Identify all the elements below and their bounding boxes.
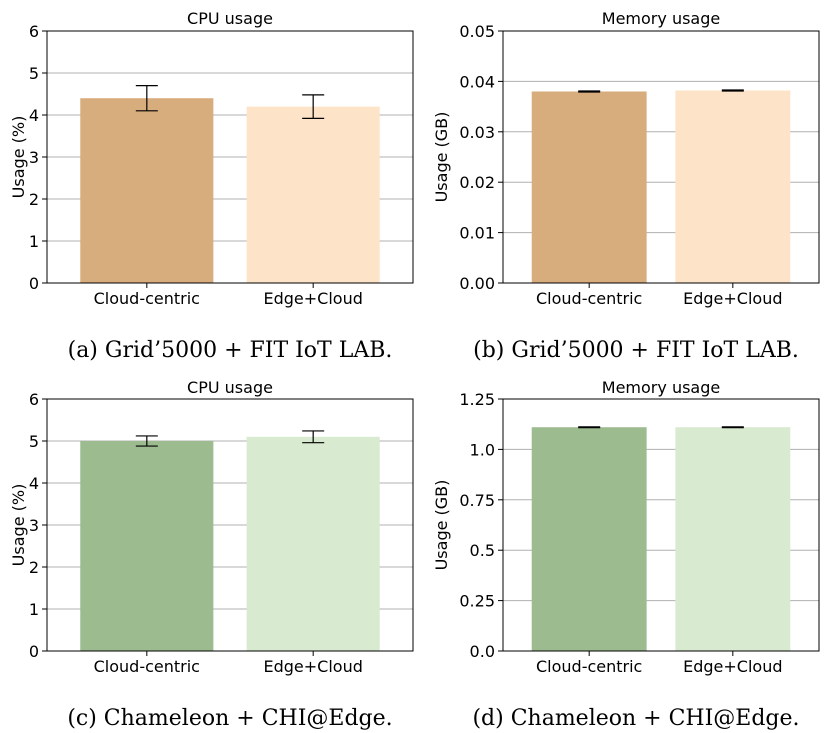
y-tick-label: 4 [29, 106, 39, 125]
subfigure-caption: (a) Grid’5000 + FIT IoT LAB. [68, 338, 393, 363]
y-tick-label: 0.25 [459, 592, 495, 611]
x-tick-label: Edge+Cloud [683, 289, 782, 308]
bar-cloud-centric [80, 98, 214, 283]
x-tick-label: Edge+Cloud [683, 657, 782, 676]
y-tick-label: 1.0 [470, 440, 495, 459]
bar-edge-cloud [675, 427, 791, 651]
y-tick-label: 0.0 [470, 642, 495, 661]
chart-title: Memory usage [602, 378, 720, 397]
y-tick-label: 2 [29, 558, 39, 577]
x-tick-label: Edge+Cloud [263, 657, 362, 676]
x-tick-label: Edge+Cloud [263, 289, 362, 308]
y-axis-label: Usage (%) [9, 484, 28, 567]
x-tick-label: Cloud-centric [94, 657, 200, 676]
bar-edge-cloud [675, 90, 791, 283]
subfigure-caption: (b) Grid’5000 + FIT IoT LAB. [473, 338, 799, 363]
bar-edge-cloud [246, 106, 380, 283]
bar-cloud-centric [531, 91, 647, 283]
y-tick-label: 1 [29, 600, 39, 619]
y-tick-label: 4 [29, 474, 39, 493]
chart-title: CPU usage [187, 378, 273, 397]
chart-panel-3: Cloud-centric Edge+Cloud 0 1 2 3 4 5 6 CPU usage U… [9, 378, 414, 731]
y-tick-label: 0 [29, 642, 39, 661]
bar-edge-cloud [246, 436, 380, 651]
y-tick-label: 0.5 [470, 541, 495, 560]
chart-title: CPU usage [187, 9, 273, 28]
y-tick-label: 0.04 [459, 72, 495, 91]
plot-frame [46, 398, 414, 652]
y-tick-label: 1.25 [459, 390, 495, 409]
y-tick-label: 3 [29, 516, 39, 535]
chart-title: Memory usage [602, 9, 720, 28]
y-tick-label: 6 [29, 22, 39, 41]
subfigure-caption: (d) Chameleon + CHI@Edge. [472, 706, 799, 731]
y-tick-label: 0.03 [459, 123, 495, 142]
y-tick-label: 0.01 [459, 224, 495, 243]
plot-frame [502, 398, 820, 652]
chart-panel-2: Cloud-centric Edge+Cloud 0.00 0.01 0.02 0.03 0… [432, 9, 820, 363]
y-tick-label: 6 [29, 390, 39, 409]
y-tick-label: 1 [29, 232, 39, 251]
chart-panel-1: Cloud-centric Edge+Cloud 0 1 2 3 4 5 6 CPU usage U… [9, 9, 414, 363]
y-tick-label: 0.75 [459, 491, 495, 510]
y-tick-label: 5 [29, 432, 39, 451]
x-tick-label: Cloud-centric [536, 289, 642, 308]
y-axis-label: Usage (GB) [432, 480, 451, 571]
plot-frame [502, 30, 820, 284]
x-tick-label: Cloud-centric [536, 657, 642, 676]
x-tick-label: Cloud-centric [94, 289, 200, 308]
y-tick-label: 2 [29, 190, 39, 209]
y-axis-label: Usage (%) [9, 116, 28, 199]
y-tick-label: 5 [29, 64, 39, 83]
subfigure-caption: (c) Chameleon + CHI@Edge. [67, 706, 392, 731]
y-axis-label: Usage (GB) [432, 112, 451, 203]
y-tick-label: 0.00 [459, 274, 495, 293]
plot-frame [46, 30, 414, 284]
bar-cloud-centric [80, 441, 214, 651]
y-tick-label: 0.02 [459, 173, 495, 192]
y-tick-label: 0 [29, 274, 39, 293]
y-tick-label: 0.05 [459, 22, 495, 41]
chart-panel-4: Cloud-centric Edge+Cloud 0.0 0.25 0.5 0.75 1.0… [432, 378, 820, 731]
y-tick-label: 3 [29, 148, 39, 167]
bar-cloud-centric [531, 427, 647, 651]
